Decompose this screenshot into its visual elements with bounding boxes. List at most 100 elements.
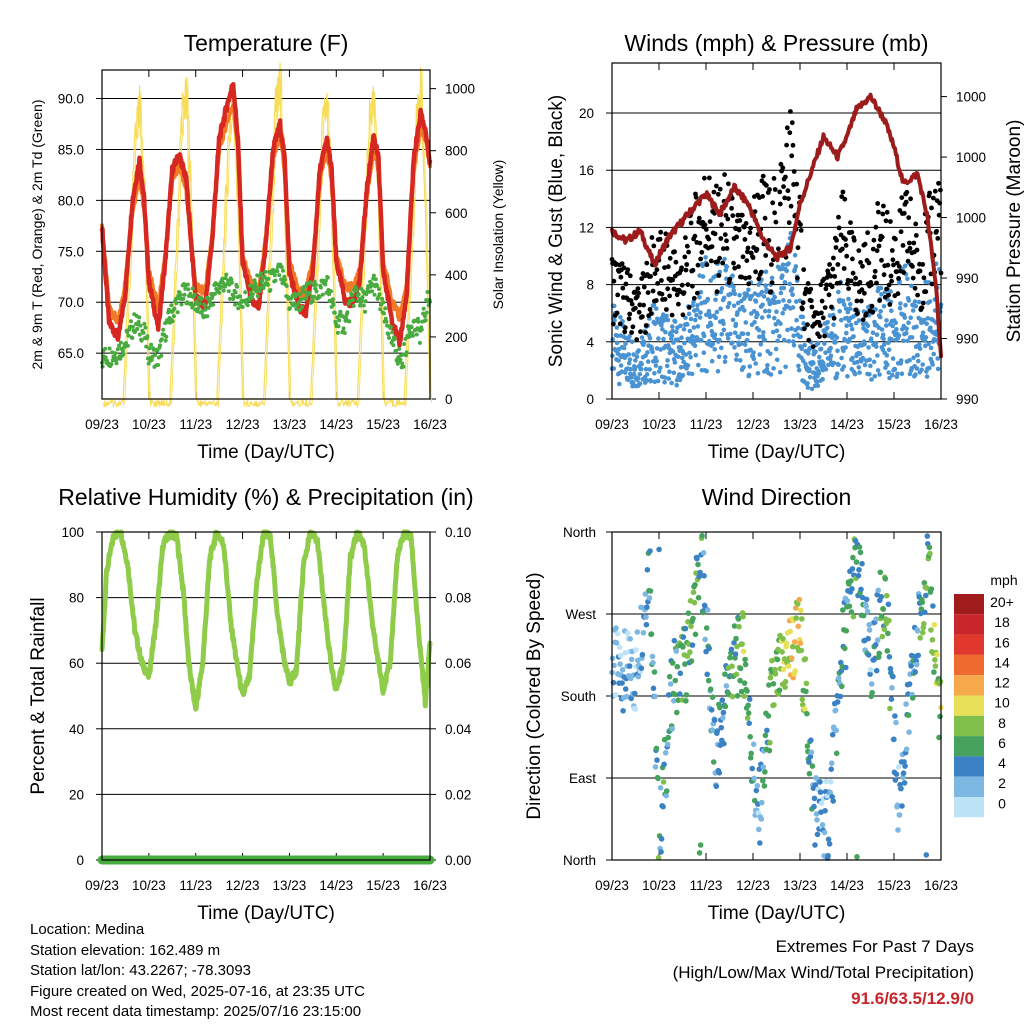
wind-point bbox=[844, 330, 849, 336]
direction-point bbox=[889, 685, 895, 691]
direction-point bbox=[840, 607, 846, 613]
dewpoint-point bbox=[279, 277, 284, 282]
direction-point bbox=[928, 586, 935, 592]
wind-point bbox=[644, 378, 649, 383]
y-tick-label-left: 70.0 bbox=[58, 295, 84, 310]
direction-point bbox=[901, 780, 908, 786]
wind-point bbox=[675, 337, 681, 343]
wind-point bbox=[930, 362, 935, 367]
gust-point bbox=[740, 254, 746, 260]
gust-point bbox=[731, 260, 736, 266]
direction-point bbox=[718, 724, 725, 731]
wind-point bbox=[914, 324, 919, 330]
gust-point bbox=[819, 298, 825, 304]
gust-point bbox=[654, 267, 660, 273]
direction-point bbox=[677, 691, 683, 697]
wind-point bbox=[887, 375, 892, 381]
wind-point bbox=[874, 344, 879, 349]
dewpoint-point bbox=[224, 272, 229, 277]
gust-point bbox=[635, 286, 641, 291]
dewpoint-point bbox=[149, 342, 154, 347]
x-tick-label: 10/23 bbox=[642, 417, 676, 432]
wind-point bbox=[771, 366, 776, 371]
direction-point bbox=[814, 817, 820, 823]
wind-point bbox=[721, 295, 727, 301]
wind-point bbox=[663, 329, 668, 335]
wind-point bbox=[637, 372, 643, 377]
gust-point bbox=[730, 213, 736, 219]
direction-point bbox=[707, 686, 714, 692]
direction-point bbox=[867, 666, 874, 673]
direction-point bbox=[877, 569, 884, 576]
direction-point bbox=[692, 582, 698, 588]
wind-point bbox=[927, 299, 933, 304]
gust-point bbox=[667, 293, 672, 299]
gust-point bbox=[879, 234, 885, 240]
direction-point bbox=[919, 599, 926, 606]
dewpoint-point bbox=[199, 296, 204, 301]
gust-point bbox=[808, 286, 814, 292]
direction-point bbox=[780, 666, 787, 673]
direction-point bbox=[693, 570, 699, 576]
gust-point bbox=[932, 188, 938, 194]
wind-point bbox=[779, 266, 785, 272]
gust-point bbox=[690, 267, 696, 273]
wind-point bbox=[670, 349, 676, 354]
dewpoint-point bbox=[263, 269, 268, 274]
direction-point bbox=[930, 603, 936, 609]
wind-point bbox=[852, 371, 858, 377]
created-text: Figure created on Wed, 2025-07-16, at 23… bbox=[30, 982, 365, 1000]
direction-point bbox=[617, 652, 624, 659]
wind-point bbox=[731, 303, 737, 309]
y-tick-label-right: 990 bbox=[956, 271, 979, 286]
y-tick-label-left: 8 bbox=[586, 278, 594, 293]
dewpoint-point bbox=[414, 332, 419, 337]
wind-point bbox=[835, 348, 840, 354]
wind-point bbox=[905, 276, 910, 282]
direction-point bbox=[751, 775, 757, 782]
wind-point bbox=[772, 294, 777, 300]
direction-point bbox=[643, 614, 649, 620]
direction-point bbox=[669, 726, 675, 732]
direction-point bbox=[813, 811, 820, 817]
dewpoint-point bbox=[205, 314, 210, 319]
direction-point bbox=[770, 681, 777, 687]
direction-point bbox=[655, 854, 662, 861]
wind-point bbox=[885, 362, 890, 368]
wind-point bbox=[638, 366, 644, 372]
direction-point bbox=[617, 661, 623, 667]
wind-point bbox=[669, 333, 675, 339]
dewpoint-point bbox=[299, 297, 304, 302]
dewpoint-point bbox=[360, 295, 365, 300]
wind-point bbox=[791, 343, 797, 348]
dewpoint-point bbox=[113, 351, 118, 356]
wind-point bbox=[700, 263, 705, 269]
direction-point bbox=[834, 699, 841, 705]
dewpoint-point bbox=[335, 315, 340, 320]
dewpoint-point bbox=[404, 353, 408, 358]
wind-point bbox=[653, 363, 659, 368]
gust-point bbox=[858, 260, 863, 265]
gust-point bbox=[858, 298, 864, 304]
x-tick-label: 09/23 bbox=[85, 417, 119, 432]
gust-point bbox=[706, 236, 712, 242]
direction-point bbox=[662, 750, 669, 756]
direction-point bbox=[920, 629, 926, 636]
direction-point bbox=[779, 649, 785, 655]
dewpoint-point bbox=[296, 300, 301, 305]
dewpoint-point bbox=[425, 290, 430, 294]
gust-point bbox=[674, 292, 680, 298]
direction-point bbox=[921, 621, 927, 627]
direction-point bbox=[738, 688, 745, 695]
wind-point bbox=[764, 287, 769, 292]
wind-point bbox=[751, 356, 757, 362]
direction-point bbox=[893, 719, 899, 726]
wind-point bbox=[851, 334, 856, 339]
direction-point bbox=[680, 644, 686, 650]
dewpoint-point bbox=[279, 265, 284, 270]
wind-point bbox=[922, 338, 928, 344]
wind-point bbox=[632, 365, 638, 371]
direction-point bbox=[626, 663, 633, 669]
wind-point bbox=[665, 317, 671, 323]
wind-point bbox=[755, 312, 760, 317]
